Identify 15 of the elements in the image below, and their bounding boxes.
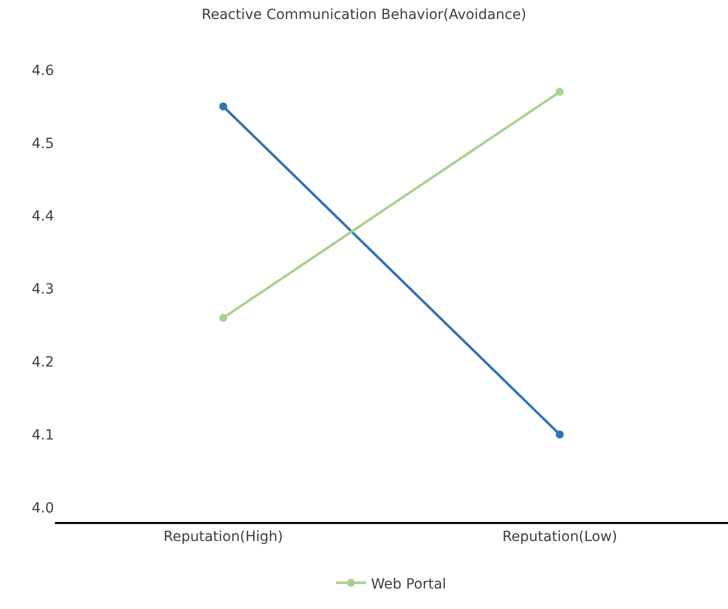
y-tick-label: 4.5 — [32, 136, 54, 152]
point — [219, 314, 228, 322]
legend-label: Web Portal — [371, 576, 446, 592]
point — [556, 430, 564, 439]
y-tick-label: 4.4 — [32, 208, 54, 225]
x-tick-label: Reputation(High) — [164, 528, 283, 545]
y-tick-label: 4.3 — [32, 282, 54, 298]
y-tick-label: 4.2 — [32, 354, 54, 371]
point — [556, 88, 564, 96]
x-tick-label: Reputation(Low) — [502, 528, 618, 545]
chart-title: Reactive Communication Behavior(Avoidance) — [202, 6, 526, 23]
point — [219, 102, 228, 110]
y-tick-label: 4.6 — [32, 62, 54, 79]
y-tick-label: 4.1 — [32, 427, 54, 444]
y-tick-label: 4.0 — [32, 500, 54, 516]
